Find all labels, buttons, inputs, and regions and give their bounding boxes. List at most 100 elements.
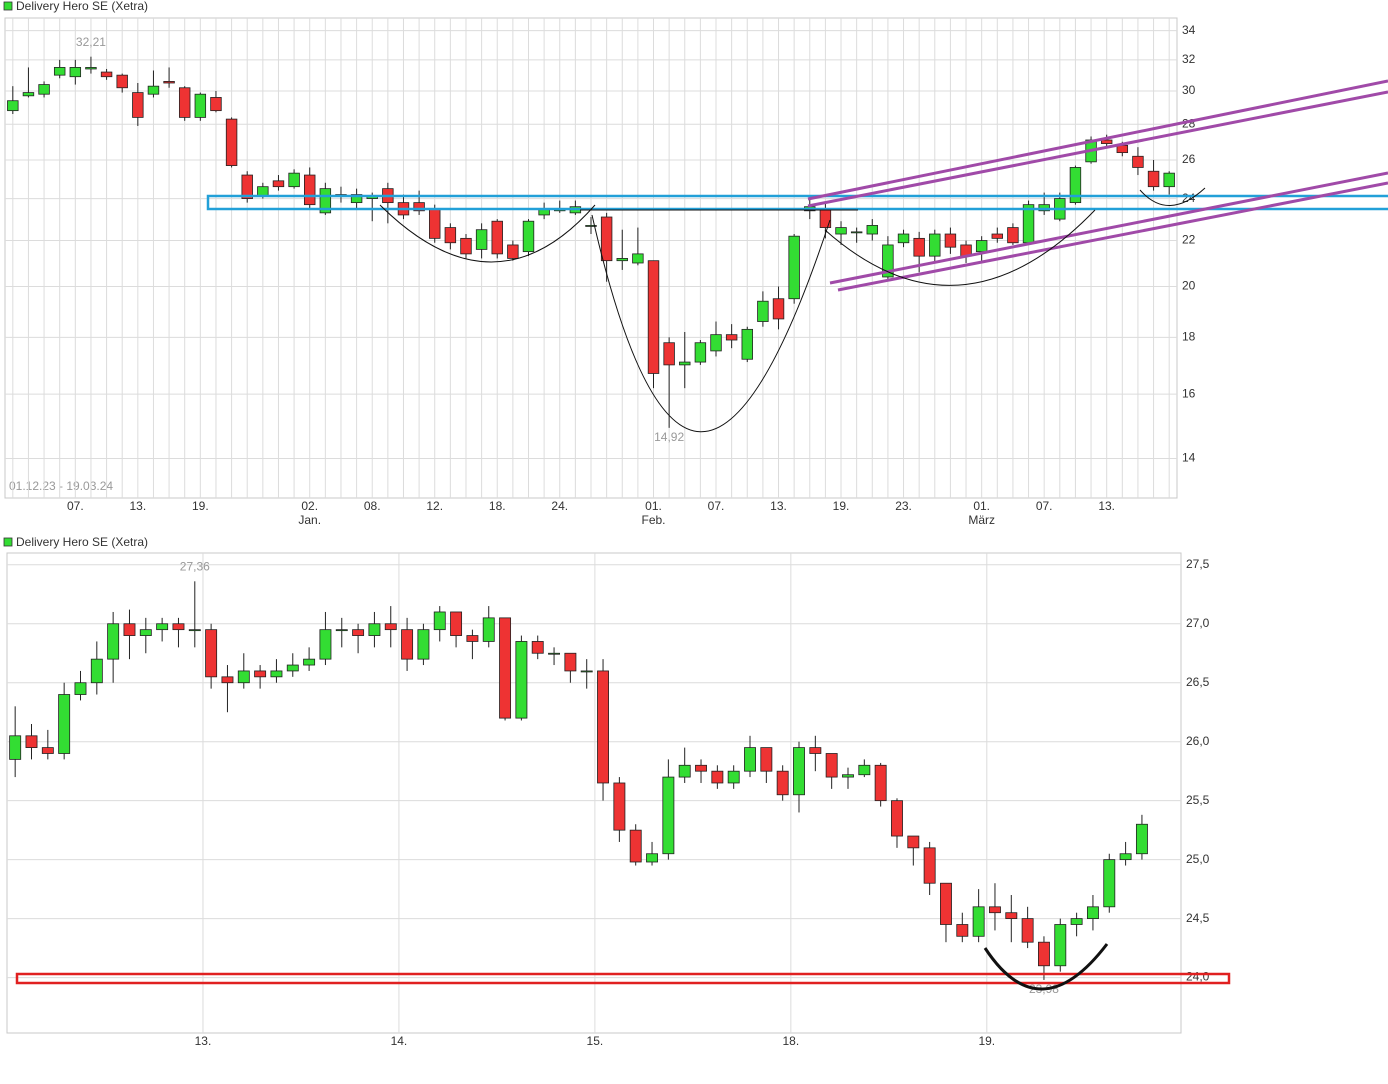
cup-arc (824, 209, 1096, 286)
x-tick-label: 07. (708, 499, 725, 513)
candle-body (466, 635, 479, 642)
chart-title: Delivery Hero SE (Xetra) (16, 0, 148, 13)
candle-body (678, 764, 691, 778)
legend-swatch (3, 1, 13, 11)
candle-body (522, 220, 535, 253)
candle-body (776, 770, 789, 796)
y-tick-label: 26,0 (1186, 734, 1210, 748)
price-annotation: 32,21 (76, 35, 106, 49)
y-tick-label: 18 (1182, 330, 1196, 344)
candle-body (482, 617, 495, 642)
candle-body (147, 85, 160, 95)
x-tick-label: 07. (1036, 499, 1053, 513)
candle-body (744, 747, 756, 772)
candle-body (270, 670, 283, 678)
candle-body (891, 800, 903, 837)
candle-body (616, 258, 628, 262)
candle-body (1100, 139, 1113, 144)
chart-title: Delivery Hero SE (Xetra) (16, 535, 148, 549)
candle-body (178, 87, 191, 118)
candle-body (711, 770, 724, 784)
candle-body (793, 747, 805, 796)
candle-body (205, 629, 218, 678)
y-tick-label: 26,5 (1186, 675, 1210, 689)
candle-body (475, 229, 488, 250)
candle-body (1069, 167, 1082, 204)
x-tick-label: 19. (978, 1034, 995, 1048)
candle-body (156, 623, 169, 631)
candle-body (163, 81, 175, 84)
candle-body (1163, 172, 1175, 188)
candle-body (188, 629, 201, 632)
plot-frame (6, 552, 1182, 1034)
candle-body (352, 629, 365, 636)
x-tick-label: 08. (364, 499, 381, 513)
candle-body (499, 617, 512, 719)
candle-body (221, 676, 234, 684)
candle-body (350, 194, 363, 204)
candle-body (531, 641, 544, 654)
candle-body (760, 747, 773, 772)
channel-line (829, 171, 1388, 285)
candle-body (788, 235, 800, 300)
candle-body (989, 906, 1001, 914)
candle-body (123, 623, 136, 636)
candle-body (319, 188, 332, 214)
candle-body (1086, 906, 1099, 920)
candle-body (1005, 912, 1018, 920)
period-label: 01.12.23 - 19.03.24 (9, 479, 113, 493)
candle-body (663, 342, 675, 366)
candle-body (975, 240, 988, 253)
candle-body (913, 237, 925, 257)
candle-body (241, 174, 253, 199)
candle-body (139, 629, 152, 636)
candle-body (646, 853, 658, 863)
candle-body (460, 237, 472, 255)
candle-body (850, 231, 863, 234)
candle-body (433, 611, 446, 631)
y-tick-label: 25,5 (1186, 793, 1210, 807)
candle-body (413, 202, 425, 212)
cup-arc (983, 943, 1109, 991)
candle-body (9, 735, 22, 760)
candle-body (613, 782, 626, 831)
candle-body (564, 652, 577, 672)
candle-body (74, 682, 87, 695)
candle-body (335, 629, 348, 632)
candle-body (491, 220, 503, 255)
y-tick-label: 27,0 (1186, 616, 1210, 630)
candle-body (116, 74, 128, 89)
candle-body (991, 233, 1004, 239)
cup-arc (1139, 187, 1206, 206)
x-month-label: Jan. (298, 513, 321, 527)
candle-body (319, 629, 332, 660)
candle-body (944, 233, 957, 248)
y-tick-label: 27,5 (1186, 557, 1210, 571)
candle-body (172, 623, 185, 631)
candle-body (866, 225, 878, 235)
candle-body (429, 208, 441, 239)
candle-body (107, 623, 120, 660)
candle-body (679, 361, 691, 366)
candle-body (444, 227, 457, 244)
candle-body (384, 623, 397, 631)
y-tick-label: 20 (1182, 279, 1196, 293)
candle-body (600, 216, 613, 262)
candle-body (897, 233, 910, 244)
candle-body (304, 174, 316, 206)
cup-arc (591, 214, 831, 433)
x-tick-label: 23. (895, 499, 912, 513)
candle-body (940, 882, 952, 925)
candle-body (450, 611, 463, 636)
candle-body (41, 747, 54, 754)
candle-body (53, 67, 66, 76)
candle-body (858, 764, 871, 776)
candle-body (7, 100, 19, 112)
candle-body (597, 670, 609, 784)
candle-body (507, 244, 519, 259)
candle-body (1119, 853, 1132, 861)
x-tick-label: 15. (587, 1034, 604, 1048)
candle-body (548, 652, 561, 655)
candle-body (38, 84, 50, 95)
